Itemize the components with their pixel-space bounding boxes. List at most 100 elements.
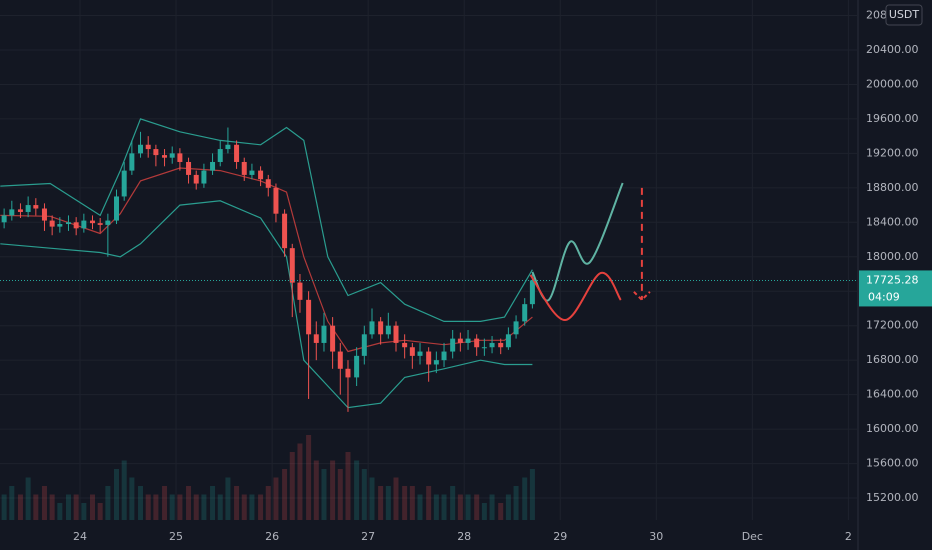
volume-bar xyxy=(217,494,223,520)
candle-body xyxy=(138,144,144,154)
volume-bar xyxy=(433,494,439,520)
candle-body xyxy=(225,144,231,150)
candle-body xyxy=(114,196,120,221)
candle-body xyxy=(193,174,199,184)
volume-bar xyxy=(369,477,375,520)
volume-bar xyxy=(89,494,95,520)
countdown-label: 04:09 xyxy=(868,290,900,303)
volume-bar xyxy=(114,469,120,520)
volume-bar xyxy=(25,477,31,520)
y-tick-label: 16800.00 xyxy=(866,353,919,366)
volume-bar xyxy=(153,494,159,520)
candle-body xyxy=(129,153,135,171)
plot xyxy=(0,118,651,412)
volume-bar xyxy=(225,477,231,520)
candle-body xyxy=(25,205,31,212)
volume-bar xyxy=(313,460,319,520)
x-tick-label: 25 xyxy=(169,530,183,543)
volume-bar xyxy=(393,477,399,520)
candle-body xyxy=(121,170,127,197)
y-tick-label: 19600.00 xyxy=(866,112,919,125)
candle-body xyxy=(345,368,351,378)
y-tick-label: 18000.00 xyxy=(866,250,919,263)
candle-body xyxy=(402,342,408,348)
candle-body xyxy=(41,208,47,221)
volume-bar xyxy=(465,494,471,520)
x-tick-label: Dec xyxy=(742,530,763,543)
candle-body xyxy=(89,220,95,224)
volume-bar xyxy=(186,486,192,520)
volume-bar xyxy=(249,494,255,520)
candle-body xyxy=(153,149,159,156)
candle-body xyxy=(513,321,519,335)
y-tick-label: 20000.00 xyxy=(866,77,919,90)
candle-body xyxy=(81,220,87,229)
candle-body xyxy=(177,153,183,162)
candle-body xyxy=(441,351,447,361)
candle-body xyxy=(97,223,103,225)
volume-bar xyxy=(330,460,336,520)
candle-body xyxy=(73,222,79,229)
candle-body xyxy=(417,351,423,356)
candle-body xyxy=(369,321,375,335)
candle-body xyxy=(145,144,151,150)
candle-body xyxy=(505,334,511,348)
forecast-curve xyxy=(529,272,622,322)
band-line xyxy=(0,118,533,322)
candle-body xyxy=(313,334,319,343)
volume-bar xyxy=(441,494,447,520)
price-badge xyxy=(859,270,932,307)
y-tick-label: 18800.00 xyxy=(866,181,919,194)
candle-body xyxy=(481,347,487,349)
volume-bar xyxy=(354,460,360,520)
volume-bar xyxy=(193,494,199,520)
y-tick-label: 16000.00 xyxy=(866,422,919,435)
y-tick-label: 15600.00 xyxy=(866,457,919,470)
candle-body xyxy=(306,299,312,335)
candle-body xyxy=(282,213,288,249)
volume-bar xyxy=(33,494,39,520)
volume-bar xyxy=(65,494,71,520)
candle-body xyxy=(1,215,7,223)
candle-body xyxy=(33,205,39,209)
candle-body xyxy=(330,325,336,352)
x-tick-label: 26 xyxy=(265,530,279,543)
volume-bar xyxy=(522,477,528,520)
candle-body xyxy=(529,280,535,305)
volume-bar xyxy=(273,477,279,520)
x-tick-label: 27 xyxy=(361,530,375,543)
candle-body xyxy=(49,220,55,227)
x-tick-label: 2 xyxy=(845,530,852,543)
candle-body xyxy=(297,282,303,300)
candle-body xyxy=(169,153,175,158)
volume-bar xyxy=(297,443,303,520)
candle-body xyxy=(210,161,216,171)
currency-label: USDT xyxy=(889,8,920,21)
volume-bar xyxy=(258,494,264,520)
volume-bar xyxy=(81,503,87,520)
axes: 15200.00 15600.00 16000.00 16400.00 16800.00… xyxy=(0,4,932,543)
volume-bar xyxy=(474,494,480,520)
y-tick-label: 20400.00 xyxy=(866,43,919,56)
volume-bar xyxy=(505,494,511,520)
volume-bar xyxy=(17,494,23,520)
last-price-label: 17725.28 xyxy=(866,273,919,286)
candle-body xyxy=(201,170,207,184)
y-tick-label: 16400.00 xyxy=(866,388,919,401)
volume-bar xyxy=(49,494,55,520)
candle-body xyxy=(249,170,255,175)
volume-bar xyxy=(450,486,456,520)
volume-bar xyxy=(145,494,151,520)
volume-bar xyxy=(321,469,327,520)
x-tick-label: 28 xyxy=(457,530,471,543)
volume-bar xyxy=(378,486,384,520)
candle-body xyxy=(498,342,504,348)
candle-body xyxy=(489,342,495,348)
volume-bar xyxy=(337,469,343,520)
volume-bar xyxy=(265,486,271,520)
candle-body xyxy=(105,220,111,225)
volume-bar xyxy=(201,494,207,520)
candle-body xyxy=(162,155,168,158)
candle-body xyxy=(321,325,327,343)
volume-bar xyxy=(498,503,504,520)
